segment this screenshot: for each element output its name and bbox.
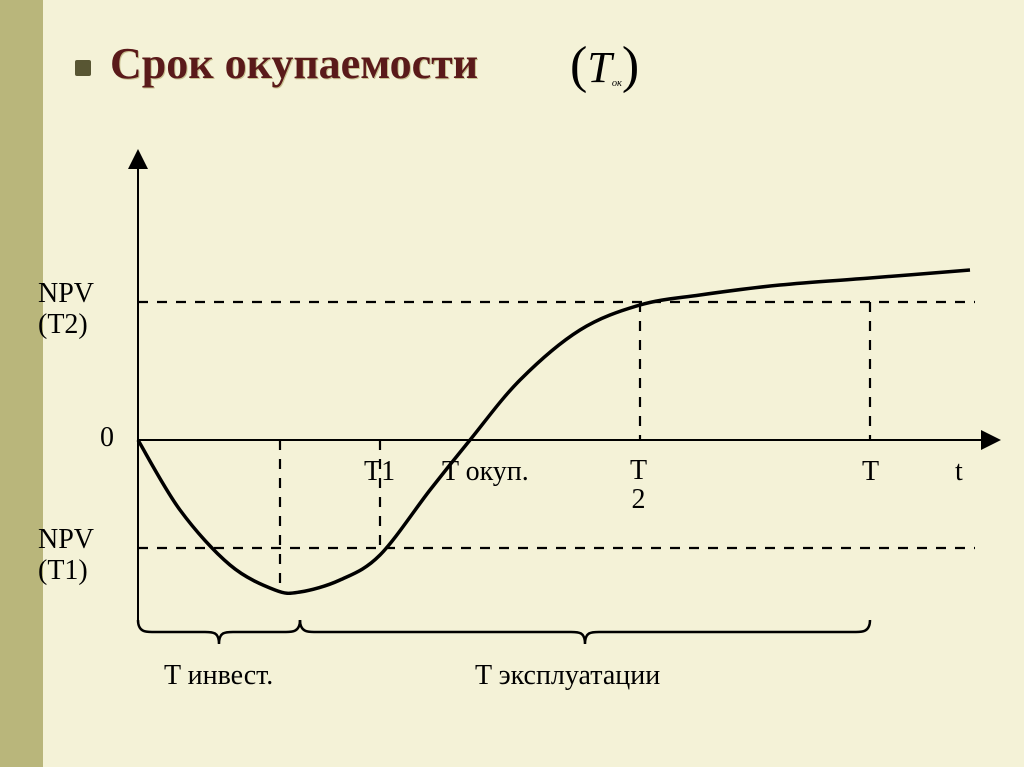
label-t-exploit: T эксплуатации	[475, 660, 660, 692]
label-t-invest: T инвест.	[164, 660, 273, 692]
axes	[138, 165, 985, 620]
label-t-axis: t	[955, 456, 963, 488]
label-npv-t1: NPV (T1)	[38, 525, 126, 587]
label-T: T	[862, 456, 879, 488]
label-zero: 0	[100, 422, 114, 454]
chart	[0, 0, 1024, 767]
label-t-okup: T окуп.	[442, 456, 529, 488]
label-t2-line2: 2	[632, 484, 646, 515]
slide: Срок окупаемости (Tок) NPV (T2) 0 NPV (T…	[0, 0, 1024, 767]
label-npv-t2: NPV (T2)	[38, 279, 126, 341]
label-t2-line1: T	[630, 455, 647, 486]
npv-curve	[138, 270, 970, 593]
period-braces	[138, 620, 870, 644]
label-t1: T1	[364, 456, 395, 488]
label-t2: T 2	[630, 456, 647, 515]
